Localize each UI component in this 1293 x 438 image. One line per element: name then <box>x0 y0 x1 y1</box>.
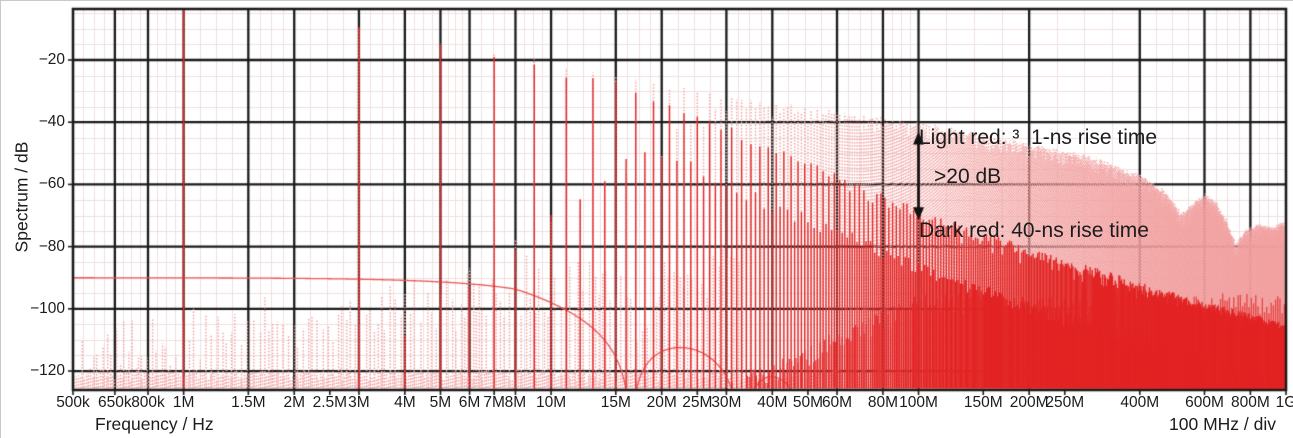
legend-line-light-red: Light red: ³ 1-ns rise time <box>919 126 1158 149</box>
legend-line-dark-red: Dark red: 40-ns rise time <box>919 219 1149 242</box>
x-tick-label: 650k <box>98 394 132 411</box>
x-tick-label: 150M <box>963 394 1003 411</box>
x-tick-label: 20M <box>646 394 677 411</box>
x-tick-label: 30M <box>711 394 742 411</box>
x-tick-label: 4M <box>394 394 416 411</box>
y-tick-label: −20 <box>38 51 65 68</box>
legend: Light red: ³ 1-ns rise time Dark red: 40… <box>919 60 1157 308</box>
x-tick-label: 800k <box>131 394 165 411</box>
x-tick-label: 60M <box>821 394 853 411</box>
x-tick-label: 8M <box>504 394 527 411</box>
x-tick-label: 50M <box>792 394 823 411</box>
x-tick-label: 3M <box>348 394 370 411</box>
x-tick-label: 1M <box>172 394 195 411</box>
x-tick-label: 25M <box>682 394 713 411</box>
x-tick-label: 40M <box>757 394 788 411</box>
y-axis-title: Spectrum / dB <box>11 141 32 253</box>
x-tick-label: 1.5M <box>231 394 266 411</box>
x-tick-label: 10M <box>535 394 567 411</box>
y-tick-label: −120 <box>30 362 65 380</box>
y-tick-label: −40 <box>38 113 65 131</box>
x-tick-label: 100M <box>899 394 938 411</box>
x-tick-label: 600M <box>1185 394 1224 411</box>
y-tick-label: −100 <box>30 299 65 317</box>
x-tick-label: 800M <box>1230 394 1270 411</box>
delta-annotation-label: >20 dB <box>934 165 1002 188</box>
x-tick-label: 6M <box>458 394 481 411</box>
x-tick-label: 250M <box>1045 394 1085 411</box>
x-scale-note: 100 MHz / div <box>1169 414 1276 434</box>
x-tick-label: 1G <box>1275 394 1293 411</box>
x-axis-title: Frequency / Hz <box>95 414 214 434</box>
x-tick-label: 2.5M <box>312 394 348 411</box>
x-tick-label: 80M <box>867 394 898 411</box>
x-tick-label: 2M <box>283 394 305 411</box>
x-tick-label: 7M <box>483 394 505 411</box>
x-tick-label: 400M <box>1120 394 1160 411</box>
x-tick-label: 500k <box>56 394 90 411</box>
x-tick-label: 5M <box>429 394 452 411</box>
x-tick-label: 200M <box>1009 394 1049 411</box>
y-tick-label: −60 <box>38 175 65 193</box>
y-tick-label: −80 <box>38 237 65 255</box>
x-tick-label: 15M <box>600 394 631 411</box>
